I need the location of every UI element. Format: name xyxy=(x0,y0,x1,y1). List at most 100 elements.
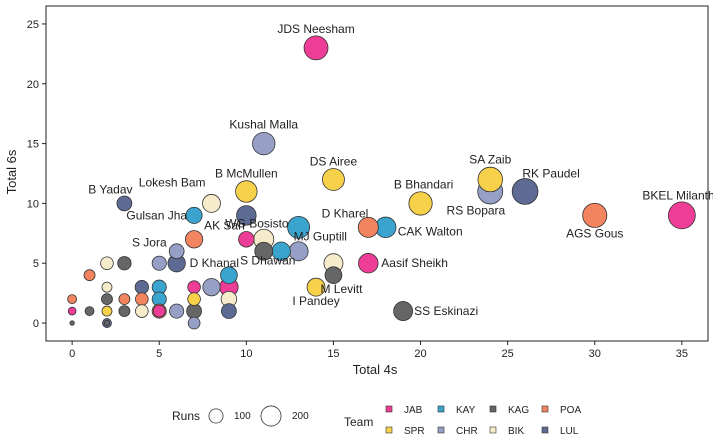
point-label: DS Airee xyxy=(310,154,358,168)
points xyxy=(67,35,696,330)
data-point xyxy=(202,278,221,297)
data-point xyxy=(358,253,379,274)
data-point xyxy=(135,292,149,306)
point-label: AGS Gous xyxy=(566,226,623,240)
size-legend-label: 200 xyxy=(292,411,309,422)
team-legend-marker xyxy=(437,405,445,413)
x-tick-label: 10 xyxy=(240,348,252,360)
point-label: SA Zaib xyxy=(469,152,511,166)
size-legend-marker xyxy=(260,405,282,427)
point-label: B McMullen xyxy=(215,166,278,180)
data-point xyxy=(169,303,185,319)
data-point xyxy=(83,269,96,282)
point-label: CAK Walton xyxy=(398,224,463,238)
point-label: D Khanal xyxy=(190,256,239,270)
point-label: S Jora xyxy=(132,235,167,249)
point-label: I Pandey xyxy=(292,294,339,308)
data-point xyxy=(324,266,343,284)
team-legend-label: CHR xyxy=(456,426,478,437)
x-tick-label: 30 xyxy=(589,348,601,360)
x-axis-title: Total 4s xyxy=(353,362,398,377)
point-label: RS Bopara xyxy=(447,203,506,217)
data-point xyxy=(236,205,257,226)
data-point xyxy=(116,195,133,212)
data-point xyxy=(393,301,414,322)
y-tick-label: 5 xyxy=(33,258,39,270)
point-label: RK Paudel xyxy=(522,166,579,180)
point-label: M Levitt xyxy=(320,282,363,296)
data-point xyxy=(69,320,75,326)
x-tick-label: 25 xyxy=(502,348,514,360)
x-tick-label: 35 xyxy=(676,348,688,360)
point-label: B Bhandari xyxy=(394,177,453,191)
team-legend-label: LUL xyxy=(560,426,579,437)
team-legend-label: JAB xyxy=(404,405,423,416)
data-point xyxy=(67,306,77,316)
data-point xyxy=(322,168,345,191)
point-label: S Dhawan xyxy=(240,253,295,267)
team-legend-label: POA xyxy=(560,405,581,416)
legend: Runs 100 200 Team JAB KAY KAG POA SPR CHR BIK LUL xyxy=(172,405,581,437)
y-tick-label: 20 xyxy=(27,79,39,91)
data-point xyxy=(254,241,274,261)
data-point xyxy=(202,194,221,213)
data-point xyxy=(303,35,329,61)
point-labels: JDS Neesham Kushal Malla DS Airee B McMulle… xyxy=(88,22,713,318)
team-legend-label: SPR xyxy=(404,426,425,437)
data-point xyxy=(103,319,111,327)
data-point xyxy=(152,304,166,318)
point-label: MJ Guptill xyxy=(294,229,347,243)
data-point xyxy=(187,316,201,330)
point-label: D Kharel xyxy=(322,206,369,220)
data-point xyxy=(187,280,201,294)
data-point xyxy=(151,255,167,271)
data-point xyxy=(357,216,379,238)
team-legend-title: Team xyxy=(344,415,373,429)
data-point xyxy=(186,303,202,319)
data-point xyxy=(101,281,113,293)
team-legend-label: BIK xyxy=(508,426,524,437)
team-legend-marker xyxy=(541,426,549,434)
size-legend-label: 100 xyxy=(234,411,251,422)
x-tick-label: 15 xyxy=(327,348,339,360)
point-label: AK Sah xyxy=(204,218,245,232)
data-point xyxy=(511,178,539,205)
point-label: WG Bosisto xyxy=(225,216,289,230)
data-point xyxy=(235,180,258,203)
point-label: JDS Neesham xyxy=(277,22,354,36)
point-label: Kushal Malla xyxy=(229,118,298,132)
data-point xyxy=(238,231,255,248)
plot-frame xyxy=(45,5,709,342)
data-point xyxy=(100,256,114,270)
team-legend-marker xyxy=(489,426,497,434)
data-point xyxy=(135,304,149,318)
x-tick-label: 5 xyxy=(156,348,162,360)
data-point xyxy=(667,201,696,230)
size-legend-title: Runs xyxy=(172,409,200,423)
x-tick-label: 0 xyxy=(69,348,75,360)
team-legend-marker xyxy=(385,405,393,413)
team-legend-marker xyxy=(541,405,549,413)
team-legend-marker xyxy=(437,426,445,434)
y-tick-label: 25 xyxy=(27,19,39,31)
point-label: BKEL Milantha xyxy=(642,188,713,202)
data-point xyxy=(408,191,433,216)
data-point xyxy=(101,305,113,317)
axes: 0 5 10 15 20 25 30 35 0 5 10 15 20 25 xyxy=(27,5,709,360)
point-label: Gulsan Jha xyxy=(126,208,187,222)
data-point xyxy=(134,280,149,295)
data-point xyxy=(187,292,201,306)
point-label: SS Eskinazi xyxy=(414,304,478,318)
y-axis-title: Total 6s xyxy=(4,149,19,194)
team-legend-label: KAY xyxy=(456,405,476,416)
data-point xyxy=(252,131,276,156)
data-point xyxy=(118,305,131,317)
point-label: B Yadav xyxy=(88,182,132,196)
data-point xyxy=(118,293,131,306)
size-legend-marker xyxy=(208,408,224,424)
point-label: Aasif Sheikh xyxy=(381,256,448,270)
y-tick-label: 0 xyxy=(33,318,39,330)
point-label: Lokesh Bam xyxy=(139,175,206,189)
